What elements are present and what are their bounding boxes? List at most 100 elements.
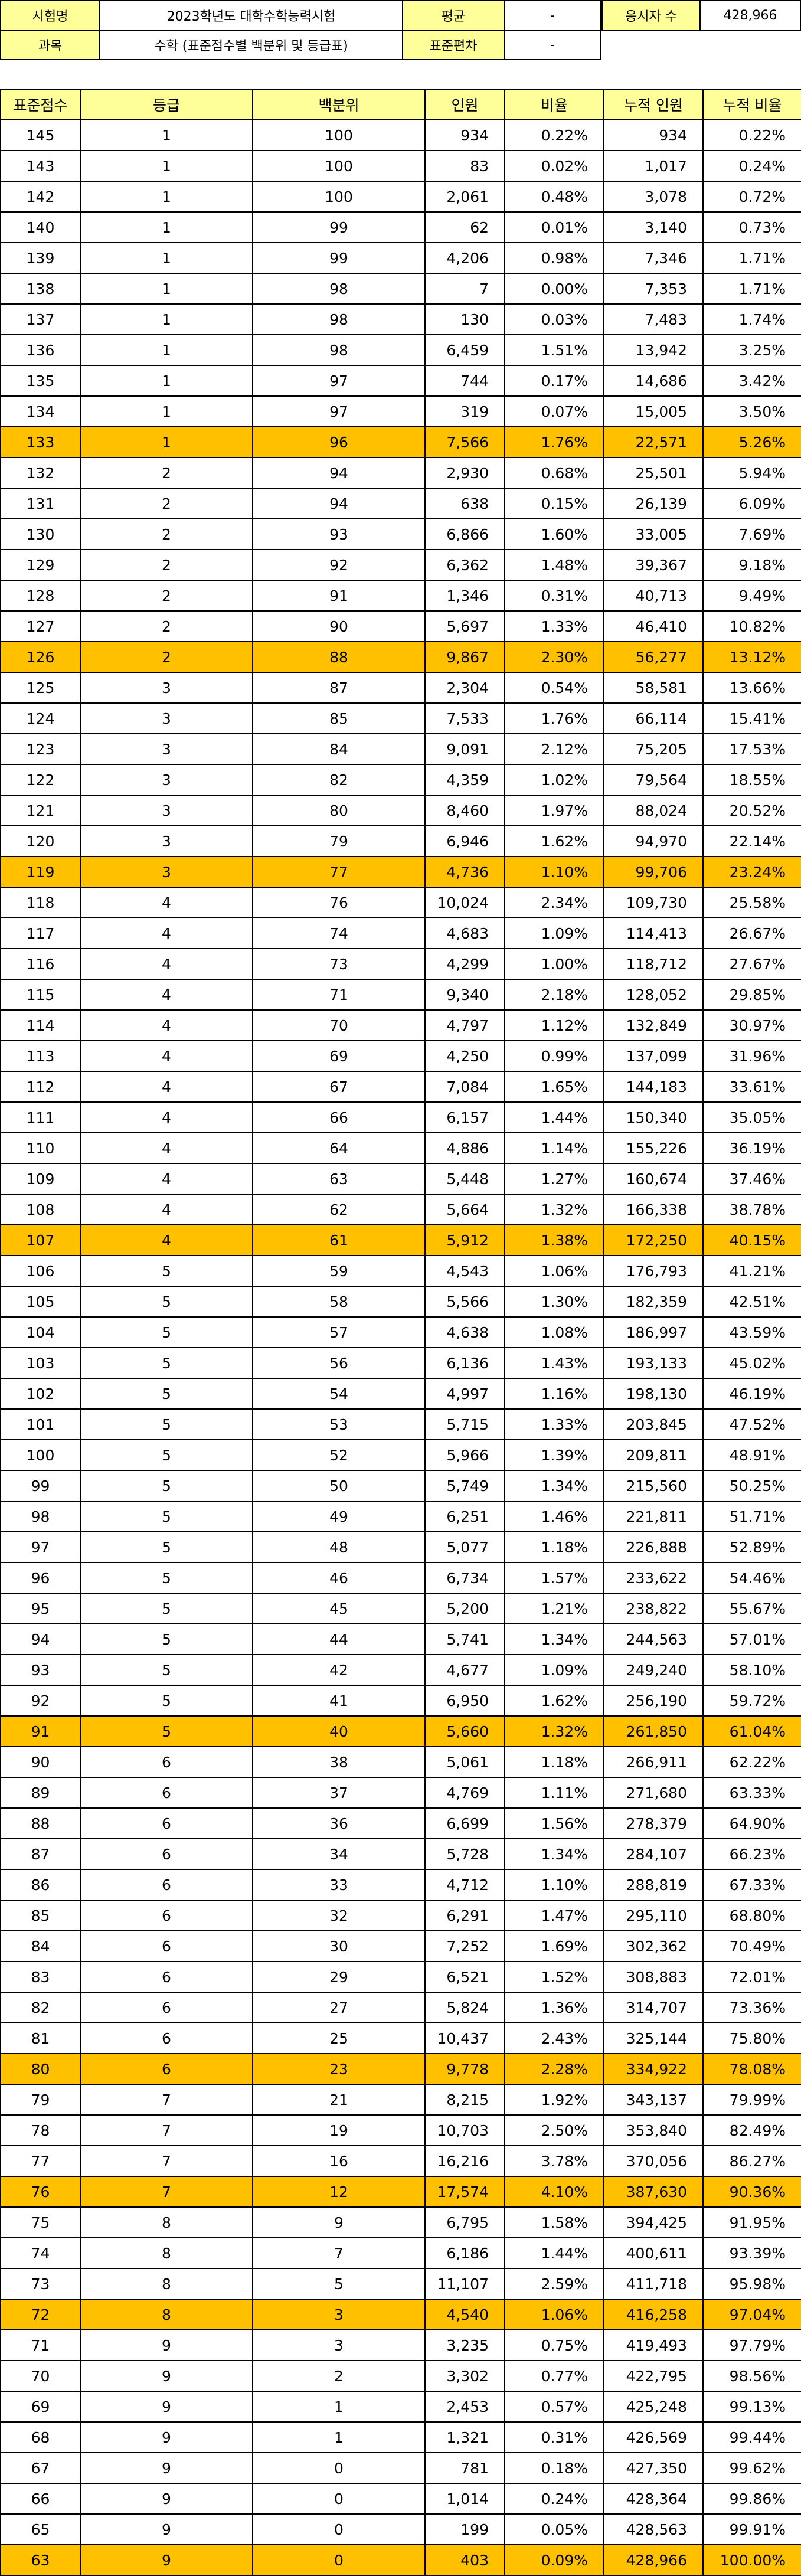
cell-percentile: 19 [252, 2114, 426, 2146]
cell-percentile: 62 [252, 1194, 426, 1225]
cell-grade: 4 [80, 1009, 253, 1041]
table-row: 111 4 66 6,157 1.44% 150,340 35.05% [0, 1101, 801, 1133]
cell-cumulative-count: 109,730 [603, 887, 704, 918]
cell-percentile: 16 [252, 2145, 426, 2177]
cell-count: 4,638 [424, 1316, 505, 1348]
table-row: 136 1 98 6,459 1.51% 13,942 3.25% [0, 334, 801, 366]
cell-cumulative-count: 400,611 [603, 2237, 704, 2269]
cell-percentile: 56 [252, 1347, 426, 1379]
table-row: 122 3 82 4,359 1.02% 79,564 18.55% [0, 764, 801, 796]
cell-cumulative-count: 256,190 [603, 1685, 704, 1717]
cell-count: 7,252 [424, 1930, 505, 1962]
cell-ratio: 1.92% [504, 2084, 604, 2116]
table-row: 108 4 62 5,664 1.32% 166,338 38.78% [0, 1194, 801, 1225]
cell-ratio: 0.48% [504, 181, 604, 213]
cell-cumulative-ratio: 58.10% [702, 1654, 801, 1686]
cell-percentile: 3 [252, 2299, 426, 2330]
cell-grade: 4 [80, 948, 253, 980]
cell-standard-score: 65 [0, 2513, 81, 2545]
cell-cumulative-ratio: 25.58% [702, 887, 801, 918]
cell-grade: 5 [80, 1255, 253, 1287]
cell-cumulative-count: 7,353 [603, 273, 704, 305]
cell-cumulative-ratio: 45.02% [702, 1347, 801, 1379]
cell-standard-score: 104 [0, 1316, 81, 1348]
table-row: 98 5 49 6,251 1.46% 221,811 51.71% [0, 1501, 801, 1532]
cell-cumulative-count: 186,997 [603, 1316, 704, 1348]
cell-cumulative-count: 302,362 [603, 1930, 704, 1962]
cell-percentile: 70 [252, 1009, 426, 1041]
cell-standard-score: 119 [0, 856, 81, 888]
cell-cumulative-ratio: 62.22% [702, 1746, 801, 1778]
cell-grade: 4 [80, 1224, 253, 1256]
cell-percentile: 97 [252, 365, 426, 397]
cell-ratio: 3.78% [504, 2145, 604, 2177]
cell-cumulative-ratio: 97.79% [702, 2329, 801, 2361]
cell-count: 9,091 [424, 733, 505, 765]
cell-grade: 8 [80, 2206, 253, 2238]
table-row: 96 5 46 6,734 1.57% 233,622 54.46% [0, 1562, 801, 1594]
cell-percentile: 100 [252, 181, 426, 213]
cell-ratio: 0.54% [504, 672, 604, 704]
cell-standard-score: 93 [0, 1654, 81, 1686]
cell-count: 5,660 [424, 1715, 505, 1747]
cell-count: 6,521 [424, 1961, 505, 1993]
cell-percentile: 23 [252, 2053, 426, 2085]
cell-cumulative-ratio: 13.12% [702, 641, 801, 673]
cell-ratio: 0.00% [504, 273, 604, 305]
cell-grade: 4 [80, 1194, 253, 1225]
cell-percentile: 38 [252, 1746, 426, 1778]
table-row: 126 2 88 9,867 2.30% 56,277 13.12% [0, 641, 801, 673]
cell-cumulative-count: 238,822 [603, 1593, 704, 1624]
cell-standard-score: 76 [0, 2176, 81, 2208]
table-row: 90 6 38 5,061 1.18% 266,911 62.22% [0, 1746, 801, 1778]
cell-cumulative-count: 353,840 [603, 2114, 704, 2146]
cell-standard-score: 145 [0, 119, 81, 151]
cell-cumulative-count: 40,713 [603, 580, 704, 612]
cell-cumulative-count: 132,849 [603, 1009, 704, 1041]
cell-grade: 5 [80, 1470, 253, 1502]
cell-cumulative-ratio: 78.08% [702, 2053, 801, 2085]
table-row: 101 5 53 5,715 1.33% 203,845 47.52% [0, 1408, 801, 1440]
cell-cumulative-count: 261,850 [603, 1715, 704, 1747]
cell-count: 1,321 [424, 2421, 505, 2453]
cell-standard-score: 88 [0, 1807, 81, 1839]
cell-grade: 6 [80, 1930, 253, 1962]
cell-percentile: 5 [252, 2268, 426, 2300]
cell-grade: 5 [80, 1378, 253, 1410]
cell-ratio: 1.47% [504, 1900, 604, 1931]
cell-percentile: 29 [252, 1961, 426, 1993]
cell-grade: 6 [80, 1900, 253, 1931]
cell-grade: 2 [80, 518, 253, 550]
cell-standard-score: 85 [0, 1900, 81, 1931]
cell-cumulative-ratio: 5.26% [702, 426, 801, 458]
cell-cumulative-count: 215,560 [603, 1470, 704, 1502]
cell-count: 6,157 [424, 1101, 505, 1133]
cell-standard-score: 79 [0, 2084, 81, 2116]
cell-ratio: 1.09% [504, 917, 604, 949]
cell-grade: 1 [80, 334, 253, 366]
cell-standard-score: 69 [0, 2391, 81, 2423]
cell-cumulative-count: 137,099 [603, 1040, 704, 1072]
cell-ratio: 1.34% [504, 1838, 604, 1870]
cell-grade: 5 [80, 1501, 253, 1532]
header-cumulative-count: 누적 인원 [603, 89, 704, 120]
cell-grade: 3 [80, 825, 253, 857]
cell-cumulative-ratio: 75.80% [702, 2022, 801, 2054]
cell-standard-score: 80 [0, 2053, 81, 2085]
cell-percentile: 12 [252, 2176, 426, 2208]
cell-standard-score: 96 [0, 1562, 81, 1594]
cell-grade: 9 [80, 2452, 253, 2484]
cell-cumulative-ratio: 1.74% [702, 303, 801, 335]
cell-cumulative-count: 94,970 [603, 825, 704, 857]
cell-standard-score: 110 [0, 1132, 81, 1164]
cell-percentile: 92 [252, 549, 426, 581]
cell-cumulative-count: 33,005 [603, 518, 704, 550]
table-row: 132 2 94 2,930 0.68% 25,501 5.94% [0, 457, 801, 489]
cell-cumulative-count: 198,130 [603, 1378, 704, 1410]
cell-cumulative-count: 427,350 [603, 2452, 704, 2484]
cell-ratio: 1.14% [504, 1132, 604, 1164]
cell-percentile: 99 [252, 211, 426, 243]
cell-grade: 2 [80, 580, 253, 612]
cell-percentile: 91 [252, 580, 426, 612]
table-row: 78 7 19 10,703 2.50% 353,840 82.49% [0, 2114, 801, 2146]
